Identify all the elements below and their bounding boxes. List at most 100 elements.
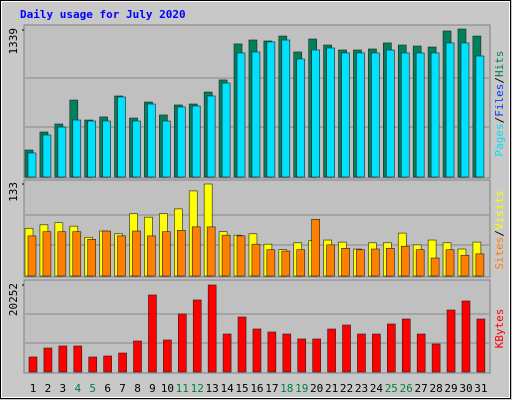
bar (177, 230, 186, 277)
bar (42, 134, 52, 178)
bar (281, 39, 291, 178)
legend-entry: Visits (493, 190, 506, 230)
bar (357, 333, 366, 373)
bar (386, 248, 395, 277)
bar (430, 52, 440, 178)
x-tick-label: 12 (191, 382, 204, 395)
bar (252, 328, 262, 373)
legend: Pages/Files/Hits (493, 51, 506, 157)
bar (371, 52, 380, 178)
bar (87, 120, 97, 178)
x-tick-label: 18 (280, 382, 293, 395)
chart-title: Daily usage for July 2020 (20, 8, 186, 21)
bar (460, 42, 470, 178)
x-tick-label: 13 (206, 382, 219, 395)
legend-separator: / (493, 117, 506, 124)
bar (312, 338, 321, 373)
bar (206, 226, 216, 277)
legend-entry: Sites (493, 237, 506, 270)
legend: Sites/Visits (493, 190, 506, 270)
bar (356, 52, 365, 178)
bar (475, 253, 485, 277)
bar (163, 339, 172, 373)
bar (281, 250, 291, 277)
bar (117, 96, 126, 178)
bar (476, 318, 486, 373)
bar (178, 313, 187, 373)
bar (371, 248, 380, 277)
bar (221, 82, 231, 178)
x-tick-label: 31 (474, 382, 487, 395)
legend-separator: / (493, 77, 506, 84)
bar (27, 235, 37, 277)
legend-entry: KBytes (493, 309, 506, 349)
bar (43, 347, 53, 373)
x-tick-label: 27 (415, 382, 428, 395)
bar (430, 257, 440, 277)
legend-separator: / (493, 230, 506, 237)
bar (133, 340, 142, 373)
x-tick-label: 7 (119, 382, 126, 395)
bar (57, 126, 67, 178)
bar (147, 103, 156, 178)
bar (386, 49, 395, 178)
bar (103, 355, 112, 373)
bar (400, 52, 410, 178)
x-tick-label: 4 (74, 382, 81, 395)
bar (415, 249, 425, 277)
bar (58, 345, 68, 373)
bar (446, 309, 456, 373)
bar (372, 333, 381, 373)
x-tick-label: 30 (459, 382, 472, 395)
bar (401, 318, 411, 373)
bar (267, 331, 277, 373)
bar (311, 49, 320, 178)
bar (27, 152, 37, 178)
bar (445, 42, 455, 178)
bar (222, 333, 232, 373)
bar (177, 106, 186, 178)
bar (282, 333, 292, 373)
bar (327, 328, 336, 373)
bar (296, 58, 306, 178)
bar (475, 55, 485, 178)
bar (461, 300, 471, 373)
x-tick-label: 15 (235, 382, 248, 395)
bar (236, 235, 246, 277)
bar (117, 235, 126, 277)
x-tick-label: 5 (89, 382, 96, 395)
bar (387, 323, 396, 373)
bar (296, 249, 306, 277)
x-tick-label: 25 (385, 382, 398, 395)
bar (266, 249, 276, 277)
bar (206, 95, 216, 178)
x-tick-label: 1 (30, 382, 37, 395)
x-tick-label: 19 (295, 382, 308, 395)
bar (118, 352, 127, 373)
bar (416, 333, 426, 373)
bar (162, 231, 171, 277)
x-tick-label: 17 (265, 382, 278, 395)
x-tick-label: 29 (444, 382, 457, 395)
x-tick-label: 23 (355, 382, 368, 395)
bar (132, 120, 141, 178)
bar (251, 243, 261, 277)
bar (266, 41, 276, 178)
x-tick-label: 9 (149, 382, 156, 395)
x-tick-label: 16 (250, 382, 263, 395)
x-tick-label: 28 (429, 382, 442, 395)
bar (191, 226, 201, 277)
y-tick-label: 20252 (7, 283, 20, 316)
legend-entry: Hits (493, 51, 506, 78)
x-tick-label: 20 (310, 382, 323, 395)
x-tick-label: 22 (340, 382, 353, 395)
y-tick-label: 1339 (7, 28, 20, 55)
bar (132, 230, 141, 277)
bar (341, 52, 350, 178)
y-tick-label: 133 (7, 182, 20, 202)
bar (326, 244, 335, 277)
bar (191, 105, 201, 178)
x-tick-label: 2 (45, 382, 52, 395)
